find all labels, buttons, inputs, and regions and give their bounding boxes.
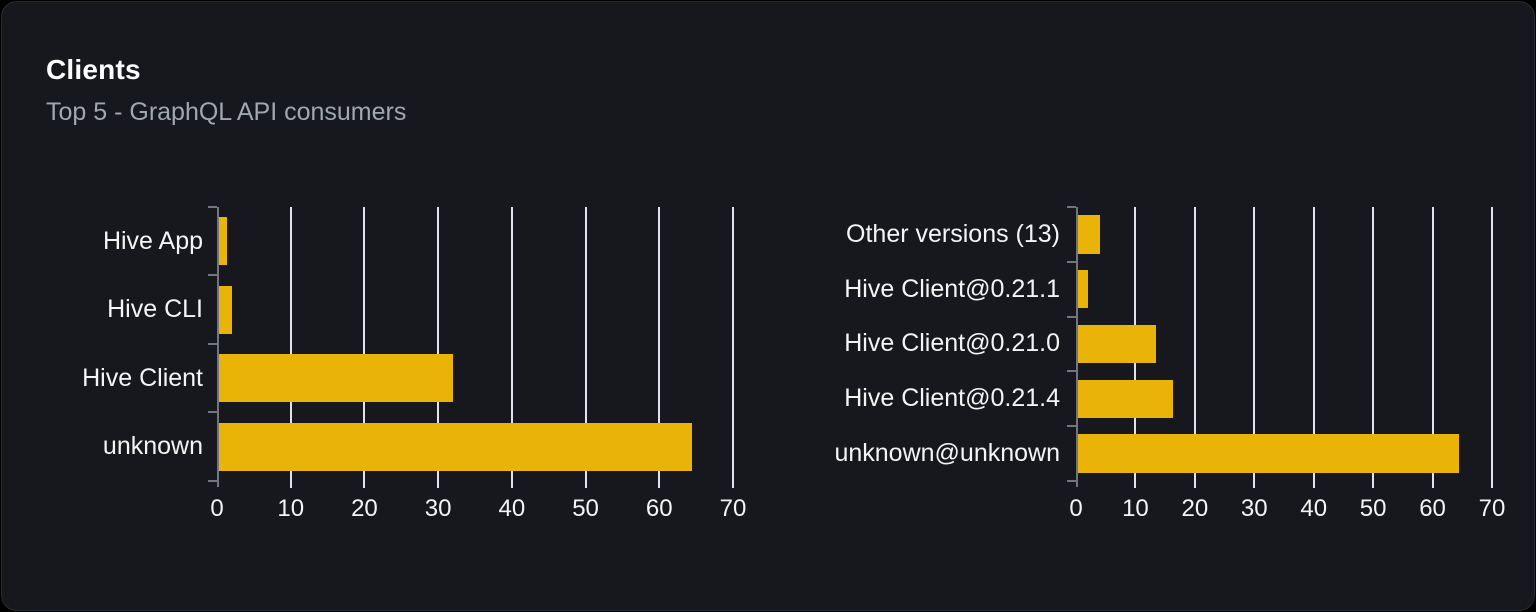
category-label: Hive Client@0.21.4 [844, 384, 1060, 413]
x-tick-label: 50 [572, 494, 599, 522]
bar-band [1076, 262, 1492, 317]
bar[interactable] [217, 217, 227, 266]
x-tick-label: 50 [1359, 494, 1387, 522]
gridline [658, 206, 661, 488]
y-axis-tick [1067, 205, 1076, 208]
bar-band [217, 275, 733, 344]
gridline [1372, 206, 1375, 488]
y-axis-tick [208, 342, 217, 345]
page-title: Clients [46, 54, 141, 85]
bar[interactable] [1076, 379, 1173, 418]
x-axis: 0 10 20 30 40 50 60 70 [46, 494, 746, 527]
gridline [437, 206, 440, 488]
bar-band [1076, 207, 1492, 262]
y-axis-tick [1067, 315, 1076, 318]
y-axis-tick [208, 274, 217, 277]
bar-band [217, 207, 733, 276]
bar[interactable] [217, 354, 453, 403]
category-label: Other versions (13) [846, 219, 1060, 248]
y-axis-tick [1067, 370, 1076, 373]
gridline [1491, 206, 1493, 488]
category-labels: Hive App Hive CLI Hive Client unknown [46, 207, 217, 481]
bars-layer [217, 207, 733, 481]
gridline [363, 206, 366, 488]
x-tick-label: 40 [1300, 494, 1328, 522]
x-axis: 0 10 20 30 40 50 60 70 [847, 494, 1505, 527]
y-axis-tick [1067, 260, 1076, 263]
bar-band [1076, 317, 1492, 372]
gridline [1253, 206, 1256, 488]
bar-band [1076, 371, 1492, 426]
page-subtitle: Top 5 - GraphQL API consumers [46, 98, 407, 127]
y-axis-tick [208, 411, 217, 414]
x-axis-track: 0 10 20 30 40 50 60 70 [1069, 494, 1505, 527]
bar[interactable] [1076, 215, 1100, 254]
y-axis-line [1076, 206, 1078, 487]
x-tick-label: 30 [424, 494, 452, 522]
chart-main: Hive App Hive CLI Hive Client unknown [46, 205, 734, 488]
gridline [1193, 206, 1196, 488]
gridline [510, 206, 513, 488]
bar[interactable] [217, 285, 232, 334]
x-tick-label: 30 [1240, 494, 1268, 522]
x-tick-label: 10 [277, 494, 305, 522]
gridline [732, 206, 734, 488]
bar[interactable] [1076, 434, 1460, 473]
x-tick-label: 0 [1069, 494, 1083, 522]
x-tick-label: 70 [719, 494, 747, 522]
gridline [289, 206, 292, 488]
y-axis-line [217, 206, 219, 487]
charts-row: Hive App Hive CLI Hive Client unknown 0 10 20 3… [46, 205, 1505, 527]
y-axis-tick [1067, 425, 1076, 428]
bar[interactable] [217, 422, 693, 471]
category-label: Hive CLI [107, 295, 203, 324]
x-tick-label: 20 [1181, 494, 1209, 522]
plot-area [208, 205, 734, 488]
category-label: unknown [102, 432, 203, 461]
x-axis-spacer [46, 497, 217, 527]
x-axis-spacer [847, 497, 1076, 527]
x-tick-label: 70 [1478, 494, 1506, 522]
category-label: Hive Client@0.21.1 [844, 274, 1060, 303]
bar-band [1076, 426, 1492, 481]
gridline [1312, 206, 1315, 488]
y-axis-tick [208, 205, 217, 208]
bar-band [217, 344, 733, 413]
category-label: Hive Client [82, 363, 203, 392]
x-tick-label: 0 [210, 494, 224, 522]
clients-by-name-chart: Hive App Hive CLI Hive Client unknown 0 10 20 3… [46, 205, 746, 527]
category-label: Hive Client@0.21.0 [844, 329, 1060, 358]
bar-band [217, 412, 733, 481]
x-tick-label: 40 [498, 494, 526, 522]
x-tick-label: 20 [351, 494, 378, 522]
category-label: Hive App [102, 226, 203, 255]
x-tick-label: 60 [1419, 494, 1446, 522]
chart-main: Other versions (13) Hive Client@0.21.1 Hiv… [834, 205, 1493, 488]
x-axis-track: 0 10 20 30 40 50 60 70 [210, 494, 746, 527]
bar[interactable] [1076, 269, 1088, 309]
clients-by-version-chart: Other versions (13) Hive Client@0.21.1 Hiv… [834, 205, 1505, 527]
bar[interactable] [1076, 324, 1157, 364]
x-tick-label: 60 [645, 494, 673, 522]
bars-layer [1076, 207, 1492, 481]
gridline [1431, 206, 1434, 488]
y-axis-tick [1067, 479, 1076, 482]
gridline [584, 206, 587, 488]
category-label: unknown@unknown [834, 439, 1060, 468]
x-tick-label: 10 [1122, 494, 1149, 522]
category-labels: Other versions (13) Hive Client@0.21.1 Hiv… [834, 207, 1076, 481]
plot-area [1067, 205, 1493, 488]
y-axis-tick [208, 479, 217, 482]
